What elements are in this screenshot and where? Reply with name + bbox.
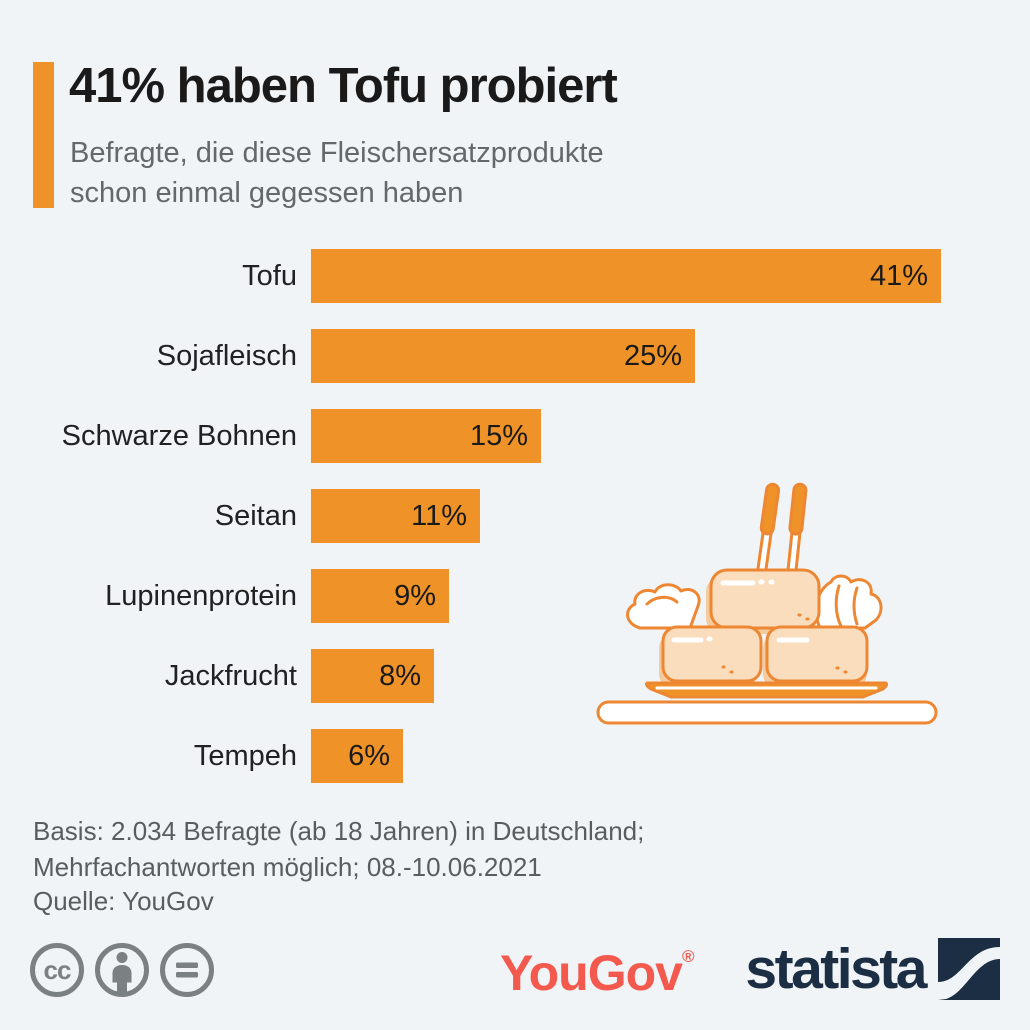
plate-icon (645, 681, 889, 699)
statista-logo: statista (745, 938, 1000, 1000)
tofu-block-bottom-right (765, 625, 869, 683)
cc-circle-icon: cc (30, 943, 84, 997)
bar-value-label: 6% (348, 739, 390, 772)
statista-icon (938, 938, 1000, 1000)
garnish-left (626, 583, 701, 630)
bar-track: 15% (311, 409, 997, 463)
bar: 9% (311, 569, 449, 623)
category-label: Jackfrucht (164, 659, 297, 692)
category-label: Lupinenprotein (105, 579, 297, 612)
basis-note: Basis: 2.034 Befragte (ab 18 Jahren) in … (33, 813, 644, 885)
tofu-block-top (709, 568, 821, 630)
page-subtitle: Befragte, die diese Fleischersatzprodukt… (70, 133, 604, 213)
bar-value-label: 8% (379, 659, 421, 692)
yougov-logo: YouGov® (500, 944, 694, 1002)
garnish-right (814, 574, 883, 630)
chart-row: Sojafleisch 25% (33, 329, 997, 383)
category-label: Tempeh (193, 739, 297, 772)
bar-value-label: 25% (623, 339, 682, 372)
chart-row: Tempeh 6% (33, 729, 997, 783)
chart-row: Lupinenprotein 9% (33, 569, 997, 623)
svg-text:cc: cc (44, 955, 71, 985)
bar: 25% (311, 329, 695, 383)
registered-mark: ® (681, 947, 694, 966)
basis-line-2: Mehrfachantworten möglich; 08.-10.06.202… (33, 852, 542, 882)
category-label: Tofu (242, 259, 297, 292)
page-title: 41% haben Tofu probiert (69, 59, 618, 113)
license-icons: cc (28, 941, 216, 999)
statista-wordmark: statista (745, 937, 927, 1001)
bar: 11% (311, 489, 480, 543)
attribution-person-icon (95, 943, 149, 997)
bar-value-label: 41% (869, 259, 928, 292)
bar-track: 6% (311, 729, 997, 783)
title-accent-bar (33, 62, 54, 208)
bar: 8% (311, 649, 434, 703)
category-label: Seitan (214, 499, 297, 532)
chart-row: Seitan 11% (33, 489, 997, 543)
equals-icon (160, 943, 214, 997)
bar: 15% (311, 409, 541, 463)
chart-row: Tofu 41% (33, 249, 997, 303)
bar-chart: Tofu 41% Sojafleisch 25% Schwarze Bohnen 15% S… (33, 249, 997, 783)
tofu-block-bottom-left (661, 625, 763, 683)
basis-line-1: Basis: 2.034 Befragte (ab 18 Jahren) in … (33, 816, 645, 846)
bar-value-label: 9% (394, 579, 436, 612)
bar-value-label: 15% (469, 419, 528, 452)
subtitle-line-2: schon einmal gegessen haben (70, 177, 464, 209)
chopsticks-icon (755, 482, 781, 582)
yougov-wordmark: YouGov (500, 945, 683, 1001)
chart-row: Jackfrucht 8% (33, 649, 997, 703)
bar-track: 25% (311, 329, 997, 383)
bar-track: 8% (311, 649, 997, 703)
category-label: Schwarze Bohnen (61, 419, 297, 452)
category-label: Sojafleisch (156, 339, 297, 372)
subtitle-line-1: Befragte, die diese Fleischersatzprodukt… (70, 137, 604, 169)
bar-track: 41% (311, 249, 997, 303)
bar-track: 9% (311, 569, 997, 623)
bar: 6% (311, 729, 403, 783)
bar-track: 11% (311, 489, 997, 543)
bar-value-label: 11% (411, 499, 467, 532)
bar: 41% (311, 249, 941, 303)
source-note: Quelle: YouGov (33, 886, 214, 916)
tofu-plate-illustration (596, 482, 938, 725)
chart-row: Schwarze Bohnen 15% (33, 409, 997, 463)
table-mat (596, 700, 938, 725)
